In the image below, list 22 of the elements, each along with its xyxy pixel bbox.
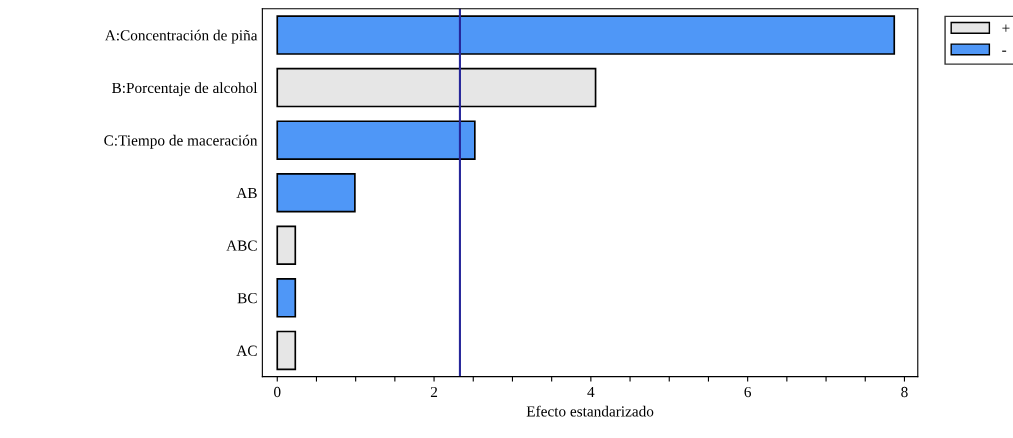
legend-label: - [1002, 50, 1007, 52]
bar [276, 120, 476, 160]
bar [276, 278, 297, 318]
y-tick-label: AC [236, 345, 257, 356]
legend-label: + [1002, 24, 1010, 32]
x-tick-label: 2 [430, 386, 438, 397]
y-tick-label: ABC [226, 240, 257, 251]
y-tick-label: BC [237, 293, 257, 304]
y-tick-label: AB [236, 187, 257, 199]
y-tick-label: A:Concentración de piña [104, 29, 258, 44]
bar [276, 67, 597, 108]
x-tick-label: 4 [587, 386, 595, 397]
y-tick-label: B:Porcentaje de alcohol [112, 82, 258, 97]
x-tick-label: 8 [901, 386, 908, 398]
x-tick-label: 0 [274, 386, 281, 398]
bar [276, 172, 356, 213]
y-tick-label: C:Tiempo de maceración [104, 134, 258, 149]
bar [276, 330, 297, 371]
x-tick-label: 6 [744, 386, 752, 398]
x-axis-title: Efecto estandarizado [526, 405, 654, 417]
bar [276, 225, 297, 266]
bar [276, 15, 896, 55]
